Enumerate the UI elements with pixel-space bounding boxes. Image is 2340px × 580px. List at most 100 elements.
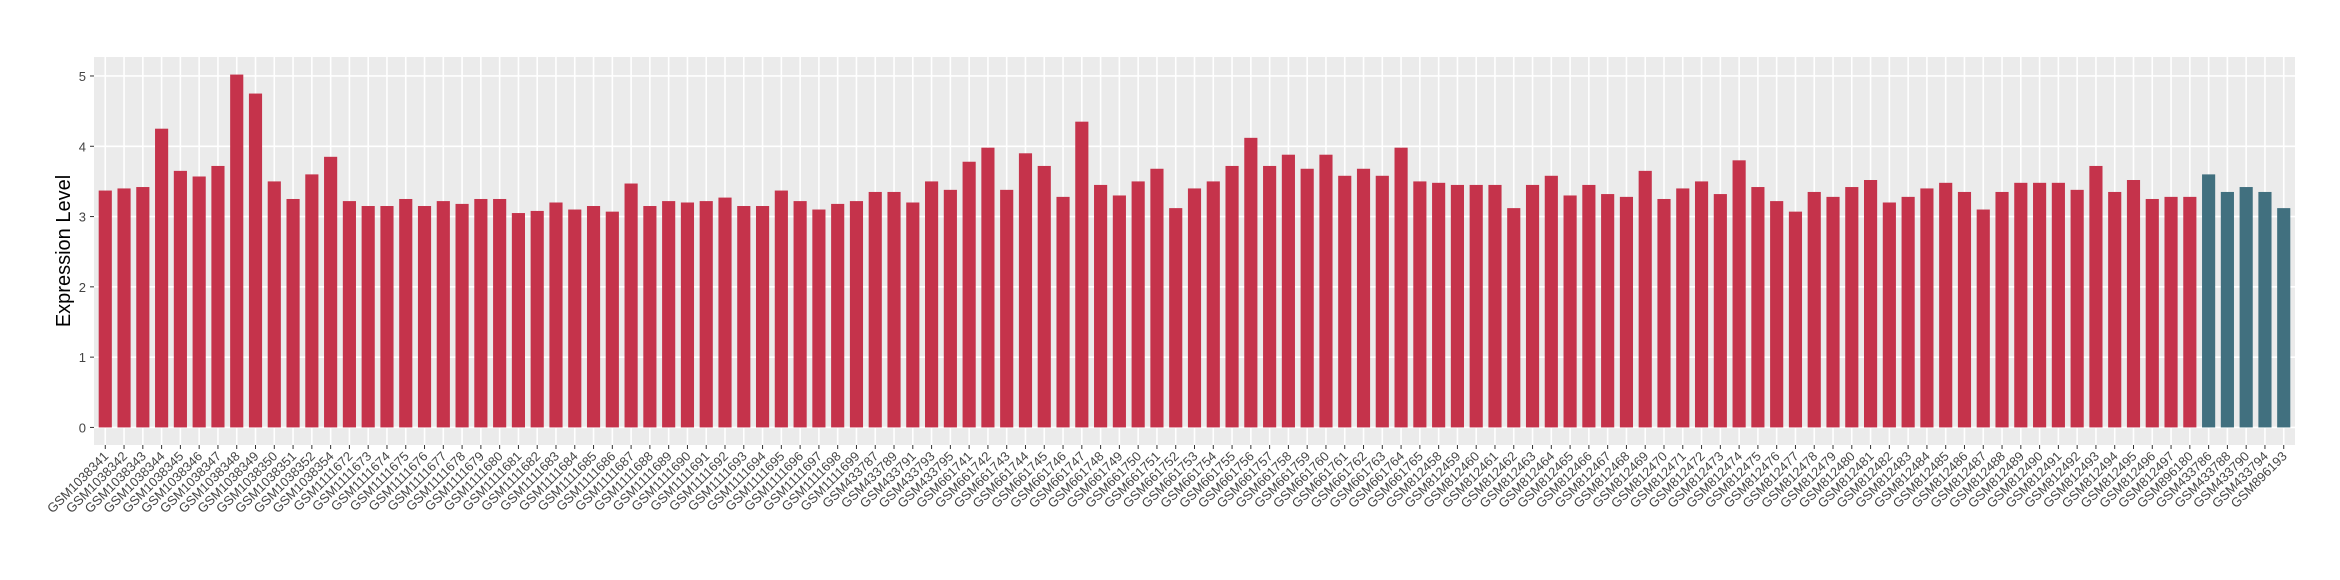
bar: [1375, 175, 1389, 428]
bar: [1206, 181, 1220, 428]
bar: [2220, 191, 2234, 428]
bar: [943, 189, 957, 428]
bar: [1150, 168, 1164, 428]
bar: [155, 128, 169, 428]
bar: [755, 206, 770, 428]
bar: [173, 170, 187, 428]
bar: [624, 183, 638, 428]
bar: [1469, 184, 1483, 428]
bar: [1281, 154, 1295, 428]
bar: [568, 209, 582, 428]
bar: [2051, 182, 2065, 428]
bar: [1544, 175, 1558, 428]
bar: [1075, 121, 1089, 428]
bar: [925, 181, 939, 428]
bar: [1000, 189, 1014, 428]
bar: [1413, 181, 1427, 428]
bar: [1187, 188, 1202, 428]
bar: [1939, 182, 1953, 428]
bar: [436, 201, 450, 428]
bar: [1882, 202, 1896, 428]
bar: [1131, 181, 1145, 428]
bar: [1826, 196, 1840, 428]
bar: [1976, 209, 1990, 428]
bar: [1713, 194, 1727, 428]
bar: [2014, 182, 2028, 428]
y-tick-label: 3: [79, 210, 86, 225]
bar: [699, 201, 713, 428]
bar: [605, 211, 619, 428]
bar: [1319, 154, 1333, 428]
bar: [1525, 184, 1540, 428]
bar: [1920, 188, 1934, 428]
bar: [1582, 184, 1596, 428]
bar: [399, 198, 413, 428]
bar: [887, 191, 901, 428]
bar: [2033, 182, 2047, 428]
bar: [737, 206, 751, 428]
bar: [906, 202, 920, 428]
bar: [1770, 201, 1784, 428]
bar: [1507, 208, 1521, 428]
bar: [2126, 180, 2141, 428]
bar: [2202, 174, 2216, 428]
bar: [2164, 196, 2178, 428]
bar: [718, 197, 732, 428]
bar: [662, 201, 676, 428]
bar: [1244, 137, 1258, 428]
y-tick-label: 2: [79, 280, 86, 295]
bar: [1751, 187, 1765, 428]
bar: [342, 201, 356, 428]
bar: [117, 188, 131, 428]
bar: [1732, 160, 1746, 428]
bar: [586, 206, 601, 428]
bar: [267, 181, 281, 428]
bar: [211, 165, 225, 428]
bar: [1957, 191, 1972, 428]
bar: [530, 210, 544, 428]
bar: [1225, 165, 1239, 428]
bar: [1338, 175, 1352, 428]
bar: [849, 201, 864, 428]
bar: [493, 198, 507, 428]
bar: [1901, 196, 1915, 428]
bar: [380, 206, 394, 428]
bar: [2277, 208, 2291, 428]
bar: [1619, 196, 1634, 428]
bar: [1394, 147, 1408, 428]
bar: [511, 213, 525, 428]
bar: [1657, 198, 1671, 428]
bar: [831, 203, 845, 428]
bar: [1676, 188, 1690, 428]
bar: [1094, 184, 1108, 428]
bar: [793, 201, 807, 428]
bar: [2145, 198, 2159, 428]
y-axis-title: Expression Level: [53, 175, 75, 327]
bar: [2239, 187, 2253, 428]
bar: [680, 202, 695, 428]
y-tick-label: 1: [79, 350, 86, 365]
bar: [1845, 187, 1859, 428]
y-tick-label: 4: [79, 139, 86, 154]
bar: [1694, 181, 1709, 428]
bar: [1432, 182, 1446, 428]
bar: [1638, 170, 1652, 428]
bar: [417, 206, 432, 428]
bar: [1807, 191, 1821, 428]
bar: [1450, 184, 1464, 428]
bar: [1112, 195, 1126, 428]
bar: [549, 202, 563, 428]
bar: [324, 156, 338, 428]
bar: [230, 74, 244, 428]
bar: [2258, 191, 2272, 428]
bar: [1864, 180, 1878, 428]
bar: [812, 209, 826, 428]
bar: [136, 187, 150, 428]
bar: [1018, 153, 1033, 428]
bar: [2183, 196, 2197, 428]
bar: [2108, 191, 2122, 428]
bar: [286, 198, 300, 428]
bar: [1056, 196, 1070, 428]
bar: [868, 191, 882, 428]
